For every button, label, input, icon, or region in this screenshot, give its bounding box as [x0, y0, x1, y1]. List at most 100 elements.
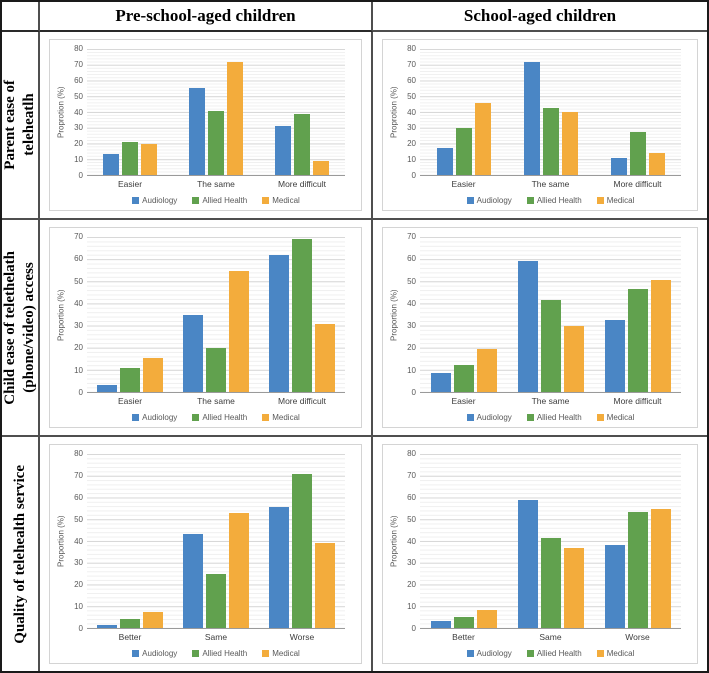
legend: Audiology Allied Health Medical [420, 406, 681, 424]
bar-allied-health-easier [122, 141, 138, 175]
y-tick-label: 20 [407, 343, 416, 353]
y-tick-label: 10 [407, 365, 416, 375]
y-tick-label: 80 [407, 44, 416, 53]
chart-child-ease-school: Proportion (%) 70 60 50 40 30 20 10 0 Easier The s… [382, 227, 698, 428]
x-axis-labels: Easier The same More difficult [87, 393, 345, 406]
y-tick-label: 30 [407, 321, 416, 331]
bar-allied-health-worse [627, 511, 648, 628]
x-category-label-easier: Easier [117, 179, 143, 189]
legend-item-audiology: Audiology [466, 649, 512, 658]
row-header-quality: Quality of telehealth service [2, 437, 40, 671]
legend-label: Medical [272, 196, 300, 205]
x-axis-labels: Easier The same More difficult [420, 393, 681, 406]
legend-swatch-icon [596, 650, 604, 657]
bar-audiology-more-difficult [610, 157, 627, 175]
bar-audiology-worse [269, 507, 289, 628]
x-axis-labels: Better Same Worse [87, 629, 345, 642]
bar-medical-more-difficult [313, 160, 329, 175]
column-header-preschool-label: Pre-school-aged children [115, 6, 296, 25]
x-category-label-more-difficult: More difficult [277, 179, 327, 189]
legend-item-medical: Medical [262, 649, 300, 658]
y-tick-label: 70 [407, 470, 416, 480]
y-tick-label: 0 [411, 171, 416, 180]
x-category-label-same: Same [204, 632, 228, 642]
y-axis-ticks: 80 70 60 50 40 30 20 10 0 [400, 450, 420, 633]
bar-allied-health-more-difficult [627, 289, 648, 392]
legend-item-allied-health: Allied Health [192, 196, 247, 205]
x-category-label-more-difficult: More difficult [613, 179, 662, 189]
y-axis-ticks: 80 70 60 50 40 30 20 10 0 [67, 45, 87, 180]
y-tick-label: 10 [74, 602, 83, 612]
y-tick-label: 50 [407, 514, 416, 524]
bar-medical-the-same [229, 271, 249, 392]
bar-allied-health-the-same [208, 111, 224, 175]
legend: Audiology Allied Health Medical [420, 642, 681, 660]
chart-cell-child-ease-preschool: Proportion (%) 70 60 50 40 30 20 10 0 Easier The s… [40, 220, 373, 437]
y-tick-label: 70 [74, 470, 83, 480]
y-axis-ticks: 70 60 50 40 30 20 10 0 [400, 233, 420, 397]
legend-swatch-icon [466, 414, 474, 421]
y-tick-label: 30 [74, 558, 83, 568]
y-axis-title: Proportion (%) [389, 289, 399, 341]
legend-swatch-icon [132, 650, 140, 657]
y-axis-title: Proprotion (%) [389, 86, 399, 139]
chart-cell-quality-school: Proportion (%) 80 70 60 50 40 30 20 10 0 Better Sam… [373, 437, 707, 671]
bar-group-the-same [173, 237, 259, 392]
legend-label: Allied Health [202, 649, 248, 658]
legend-swatch-icon [192, 650, 200, 657]
legend-item-audiology: Audiology [132, 649, 177, 658]
y-tick-label: 20 [74, 580, 83, 590]
y-tick-label: 80 [74, 449, 83, 458]
y-tick-label: 80 [74, 44, 83, 53]
bar-audiology-the-same [517, 261, 538, 392]
legend-label: Allied Health [536, 196, 582, 205]
plot-area: Proportion (%) 80 70 60 50 40 30 20 10 0 [55, 450, 345, 633]
y-axis-title: Proportion (%) [56, 515, 66, 568]
plot-grid [420, 237, 681, 393]
row-header-quality-label: Quality of telehealth service [11, 464, 28, 644]
bar-audiology-the-same [189, 87, 205, 175]
bar-allied-health-same [540, 537, 561, 628]
y-tick-label: 70 [74, 59, 83, 69]
bar-allied-health-more-difficult [292, 239, 312, 392]
x-category-label-worse: Worse [625, 632, 650, 642]
bar-audiology-the-same [183, 314, 203, 392]
legend-label: Allied Health [536, 413, 582, 422]
x-axis-labels: Better Same Worse [420, 629, 681, 642]
bar-group-more-difficult [259, 237, 345, 392]
legend-swatch-icon [466, 197, 474, 204]
row-header-parent-ease: Parent ease of teleheatlh [2, 32, 40, 220]
y-axis-ticks: 80 70 60 50 40 30 20 10 0 [67, 450, 87, 633]
bar-group-same [173, 454, 259, 628]
legend-item-audiology: Audiology [466, 413, 512, 422]
y-tick-label: 40 [74, 107, 83, 117]
y-tick-label: 50 [407, 276, 416, 286]
y-axis-ticks: 70 60 50 40 30 20 10 0 [67, 233, 87, 397]
bar-allied-health-the-same [542, 108, 559, 175]
legend-item-medical: Medical [596, 196, 634, 205]
x-category-label-more-difficult: More difficult [613, 396, 662, 406]
legend-label: Allied Health [202, 413, 248, 422]
chart-quality-school: Proportion (%) 80 70 60 50 40 30 20 10 0 Better Sam… [382, 444, 698, 664]
legend: Audiology Allied Health Medical [87, 189, 345, 207]
y-axis-title: Proportion (%) [56, 289, 66, 341]
legend-label: Medical [272, 649, 300, 658]
x-category-label-worse: Worse [289, 632, 315, 642]
legend-item-allied-health: Allied Health [526, 196, 582, 205]
bar-audiology-same [183, 534, 203, 628]
bar-audiology-better [430, 621, 451, 628]
row-header-child-ease-label: Child ease of telethelath (phone/video) … [2, 250, 37, 405]
legend-swatch-icon [596, 414, 604, 421]
bar-audiology-more-difficult [269, 254, 289, 392]
y-tick-label: 10 [74, 365, 83, 375]
row-header-child-ease: Child ease of telethelath (phone/video) … [2, 220, 40, 437]
bar-group-same [507, 454, 594, 628]
bar-group-worse [594, 454, 681, 628]
row-header-parent-ease-label: Parent ease of teleheatlh [2, 80, 37, 170]
legend-item-allied-health: Allied Health [526, 649, 582, 658]
x-axis-labels: Easier The same More difficult [87, 176, 345, 189]
bar-audiology-easier [430, 373, 451, 392]
y-tick-label: 20 [407, 139, 416, 149]
legend-swatch-icon [192, 197, 200, 204]
y-axis-title: Proportion (%) [389, 515, 399, 568]
